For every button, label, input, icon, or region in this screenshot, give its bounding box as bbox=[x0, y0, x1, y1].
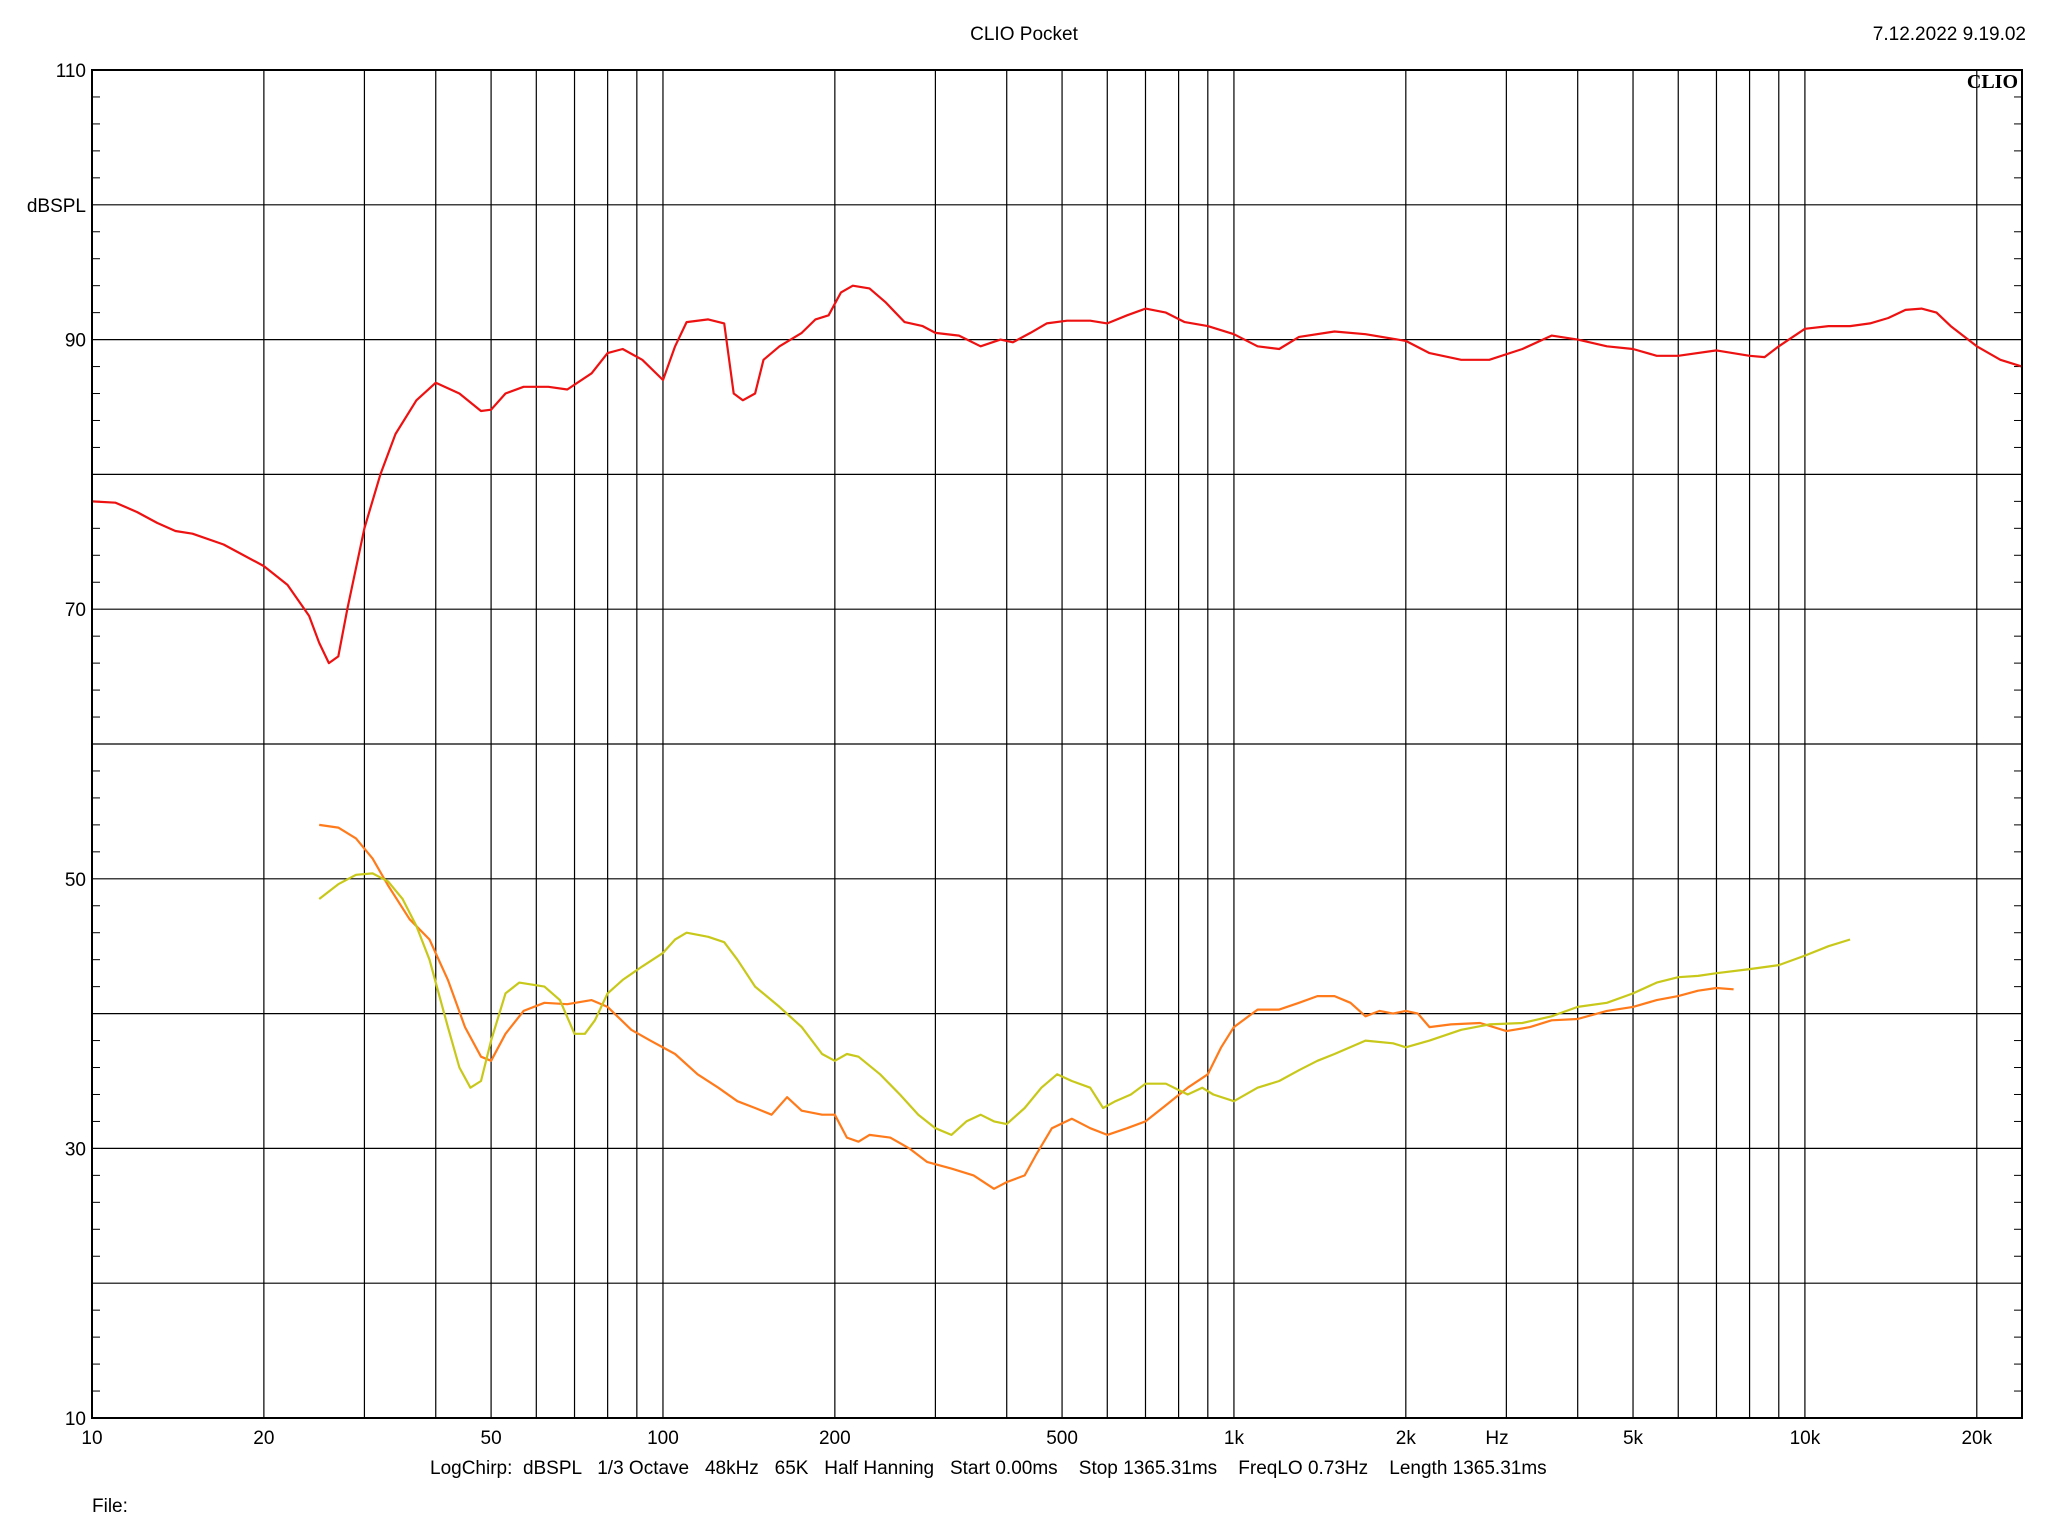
x-tick-label: 2k bbox=[1396, 1428, 1417, 1449]
x-tick-label: 1k bbox=[1224, 1428, 1245, 1449]
x-tick-label: 10k bbox=[1790, 1428, 1821, 1449]
y-axis-label: dBSPL bbox=[27, 196, 86, 217]
x-tick-label: 20 bbox=[253, 1428, 274, 1449]
series-line-1 bbox=[91, 284, 2023, 665]
chart-title: CLIO Pocket bbox=[970, 24, 1078, 45]
measurement-settings: LogChirp: dBSPL 1/3 Octave 48kHz 65K Hal… bbox=[430, 1458, 1547, 1479]
x-tick-label: 5k bbox=[1623, 1428, 1644, 1449]
clio-logo: CLIO bbox=[1967, 71, 2018, 93]
series-line-3 bbox=[318, 872, 1851, 1136]
major-grid bbox=[92, 70, 2022, 1418]
timestamp: 7.12.2022 9.19.02 bbox=[1872, 24, 2026, 45]
y-tick-label: 70 bbox=[65, 600, 86, 621]
y-tick-label: 30 bbox=[65, 1139, 86, 1160]
axis-ticks bbox=[92, 96, 2022, 1392]
plot-frame bbox=[91, 69, 2023, 1419]
series-line-2 bbox=[319, 823, 1734, 1190]
series-group bbox=[91, 284, 2023, 1190]
x-tick-label: 20k bbox=[1961, 1428, 1992, 1449]
x-tick-label: 50 bbox=[481, 1428, 502, 1449]
x-tick-label: 200 bbox=[819, 1428, 851, 1449]
y-tick-label: 90 bbox=[65, 331, 86, 352]
y-tick-label: 110 bbox=[56, 61, 86, 82]
y-tick-label: 50 bbox=[65, 870, 86, 891]
y-tick-labels: 10 30 50 70 90 110 bbox=[56, 61, 86, 1430]
x-axis-label: Hz bbox=[1485, 1428, 1508, 1449]
x-tick-label: 100 bbox=[647, 1428, 679, 1449]
x-tick-label: 500 bbox=[1046, 1428, 1078, 1449]
y-tick-label: 10 bbox=[65, 1409, 86, 1430]
file-label: File: bbox=[92, 1496, 128, 1517]
x-tick-labels: 10 20 50 100 200 500 1k 2k 5k 10k 20k bbox=[81, 1428, 1992, 1449]
x-tick-label: 10 bbox=[81, 1428, 102, 1449]
